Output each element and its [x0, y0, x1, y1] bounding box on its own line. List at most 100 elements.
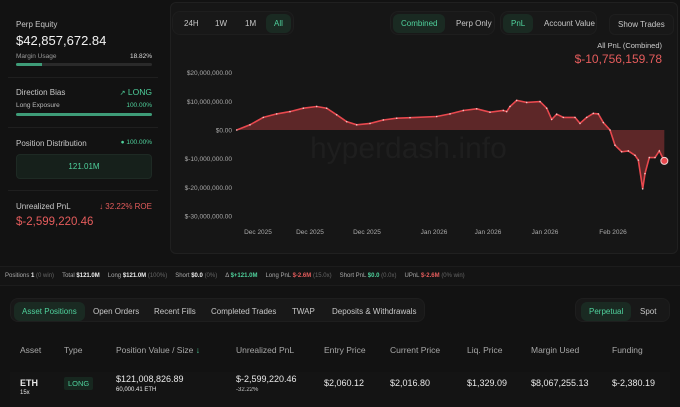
pnl-area [236, 100, 665, 189]
stat-value: $-2.6M [420, 273, 440, 279]
range-all[interactable]: All [266, 14, 291, 33]
range-24h[interactable]: 24H [184, 19, 199, 28]
data-point [597, 113, 600, 115]
tab-deposits-withdrawals[interactable]: Deposits & Withdrawals [332, 307, 417, 316]
stat-1: Total $121.0M [62, 273, 100, 279]
stat-label: Total [62, 273, 75, 279]
stat-3: Short $0.0 (0%) [175, 273, 217, 279]
data-point [249, 124, 251, 126]
col-entry-price[interactable]: Entry Price [324, 345, 366, 355]
tab-twap[interactable]: TWAP [292, 307, 315, 316]
margin-used: $8,067,255.13 [531, 378, 589, 388]
data-point [235, 129, 238, 131]
unrealized-pnl-pct: -32.22% [236, 387, 259, 393]
dot-icon: ● [120, 139, 125, 146]
stat-value: $+121.0M [230, 273, 258, 279]
asset-name[interactable]: ETH [20, 378, 38, 388]
col-position-value[interactable]: Position Value / Size ↓ [116, 345, 200, 355]
data-point [592, 112, 595, 115]
stat-2: Long $121.0M (100%) [108, 273, 167, 279]
data-point [614, 144, 616, 147]
total-pnl-value: $-10,756,159.78 [574, 52, 662, 66]
stat-note: (0.0x) [381, 273, 397, 279]
tab-open-orders[interactable]: Open Orders [93, 307, 140, 316]
position-distribution-bar: 121.01M [16, 154, 152, 179]
data-point [555, 113, 558, 116]
col-asset[interactable]: Asset [20, 345, 42, 355]
tab-recent-fills[interactable]: Recent Fills [154, 307, 196, 316]
x-tick-label: Jan 2026 [475, 229, 502, 236]
data-point [585, 116, 588, 119]
x-tick-label: Feb 2026 [599, 229, 627, 236]
col-liq-price[interactable]: Liq. Price [467, 345, 503, 355]
show-trades-button[interactable]: Show Trades [609, 14, 674, 35]
stat-value: $121.0M [76, 273, 100, 279]
total-pnl-label: All PnL (Combined) [597, 41, 662, 50]
data-point [641, 188, 644, 190]
mode-perp-only[interactable]: Perp Only [456, 19, 492, 28]
tab-perpetual[interactable]: Perpetual [581, 302, 632, 321]
col-current-price[interactable]: Current Price [390, 345, 441, 355]
pnl-chart: $20,000,000.00 $10,000,000.00 $0.00 $-10,00… [185, 70, 669, 236]
roe-value: ↓ 32.22% ROE [99, 202, 152, 211]
tab-asset-positions[interactable]: Asset Positions [14, 302, 85, 321]
margin-usage-bar [16, 63, 152, 66]
stat-label: Δ [225, 273, 229, 279]
metric-pnl[interactable]: PnL [503, 14, 534, 33]
arrow-down-icon: ↓ [99, 202, 104, 211]
stat-6: Short PnL $0.0 (0.0x) [340, 273, 397, 279]
position-value: $121,008,826.89 [116, 374, 184, 384]
range-1w[interactable]: 1W [215, 19, 227, 28]
range-1m[interactable]: 1M [245, 19, 257, 28]
stat-label: Long [107, 273, 122, 279]
data-point [539, 100, 541, 103]
stat-note: (0% win) [441, 273, 465, 279]
data-point [515, 99, 518, 102]
data-point [355, 124, 358, 126]
stat-value: 1 [31, 273, 35, 279]
unrealized-pnl-value: $-2,599,220.46 [16, 216, 94, 228]
long-exposure-bar [16, 113, 152, 116]
x-tick-label: Dec 2025 [296, 229, 324, 236]
position-distribution-pct: ● 100.00% [121, 139, 152, 146]
stat-note: (100%) [147, 273, 168, 279]
data-point [562, 116, 565, 119]
table-row[interactable] [10, 372, 670, 407]
data-point [602, 121, 605, 124]
col-margin-used[interactable]: Margin Used [531, 345, 580, 355]
x-tick-label: Dec 2025 [244, 229, 272, 236]
direction-bias-text: LONG [127, 87, 152, 97]
col-unrealized-pnl[interactable]: Unrealized PnL [236, 345, 295, 355]
data-point [409, 116, 411, 119]
funding: $-2,380.19 [612, 378, 656, 388]
margin-usage-value: 18.82% [129, 53, 152, 60]
long-exposure-value: 100.00% [126, 102, 152, 109]
metric-account-value[interactable]: Account Value [544, 19, 595, 28]
unrealized-pnl-label: Unrealized PnL [16, 202, 71, 211]
stat-value: $0.0 [191, 273, 203, 279]
data-point [315, 105, 318, 108]
stat-note: (0 win) [36, 273, 55, 279]
tab-spot[interactable]: Spot [640, 307, 657, 316]
tab-completed-trades[interactable]: Completed Trades [211, 307, 277, 316]
mode-combined[interactable]: Combined [393, 14, 446, 33]
stat-0: Positions 1 (0 win) [5, 273, 54, 279]
stat-4: Δ $+121.0M [225, 273, 257, 279]
stat-value: $0.0 [367, 273, 380, 279]
stat-value: $121.0M [122, 273, 147, 279]
data-point [345, 120, 348, 123]
trending-up-icon: ↗ [119, 90, 126, 97]
col-type[interactable]: Type [64, 345, 83, 355]
y-tick-label: $-30,000,000.00 [185, 214, 233, 221]
data-point [289, 110, 291, 113]
sort-desc-icon: ↓ [195, 345, 200, 355]
data-point [545, 107, 548, 109]
col-funding[interactable]: Funding [612, 345, 643, 355]
data-point [275, 113, 278, 115]
data-point [382, 119, 385, 121]
long-exposure-label: Long Exposure [16, 102, 60, 109]
data-point [505, 110, 508, 113]
stat-label: Long PnL [265, 273, 291, 279]
position-distribution-pct-text: 100.00% [126, 139, 152, 146]
data-point [525, 101, 528, 104]
